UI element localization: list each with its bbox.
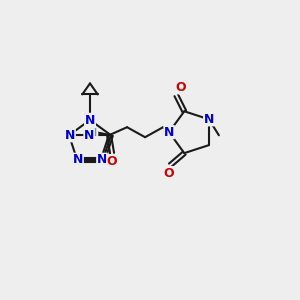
Text: O: O xyxy=(175,81,186,94)
Text: N: N xyxy=(85,113,95,127)
Text: H: H xyxy=(88,128,98,138)
Text: N: N xyxy=(204,113,214,126)
Text: O: O xyxy=(163,167,174,180)
Text: N: N xyxy=(164,126,174,139)
Text: O: O xyxy=(107,155,117,168)
Text: N: N xyxy=(73,153,83,166)
Text: N: N xyxy=(97,153,107,166)
Text: N: N xyxy=(65,129,75,142)
Text: N: N xyxy=(85,113,95,127)
Text: N: N xyxy=(84,129,94,142)
